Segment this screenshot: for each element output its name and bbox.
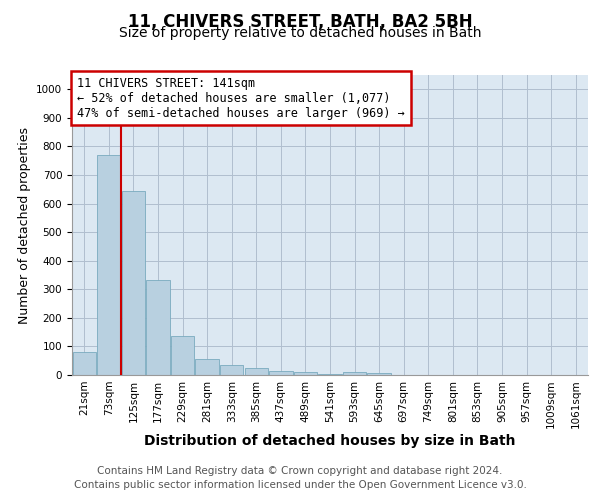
Text: 11, CHIVERS STREET, BATH, BA2 5BH: 11, CHIVERS STREET, BATH, BA2 5BH xyxy=(128,12,472,30)
Bar xyxy=(171,336,194,375)
Bar xyxy=(245,368,268,375)
Y-axis label: Number of detached properties: Number of detached properties xyxy=(17,126,31,324)
Bar xyxy=(97,155,121,375)
Bar xyxy=(269,370,293,375)
Bar xyxy=(122,192,145,375)
Bar xyxy=(220,365,244,375)
Text: Size of property relative to detached houses in Bath: Size of property relative to detached ho… xyxy=(119,26,481,40)
Text: 11 CHIVERS STREET: 141sqm
← 52% of detached houses are smaller (1,077)
47% of se: 11 CHIVERS STREET: 141sqm ← 52% of detac… xyxy=(77,76,405,120)
Bar xyxy=(146,280,170,375)
Bar xyxy=(319,374,341,375)
Bar xyxy=(196,358,219,375)
Text: Contains HM Land Registry data © Crown copyright and database right 2024.: Contains HM Land Registry data © Crown c… xyxy=(97,466,503,476)
Bar xyxy=(343,372,366,375)
Bar xyxy=(294,372,317,375)
Bar xyxy=(73,352,96,375)
Text: Contains public sector information licensed under the Open Government Licence v3: Contains public sector information licen… xyxy=(74,480,526,490)
X-axis label: Distribution of detached houses by size in Bath: Distribution of detached houses by size … xyxy=(144,434,516,448)
Bar xyxy=(367,372,391,375)
